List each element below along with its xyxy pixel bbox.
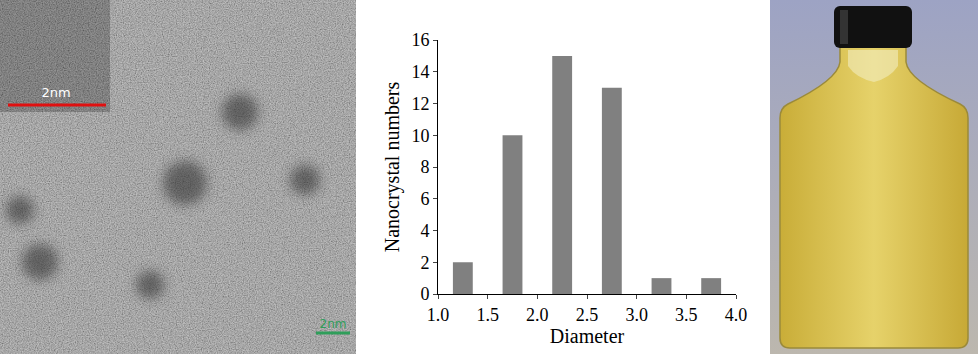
svg-text:2.0: 2.0 bbox=[526, 305, 549, 325]
svg-text:6: 6 bbox=[420, 189, 429, 209]
svg-text:4: 4 bbox=[420, 221, 429, 241]
svg-text:2: 2 bbox=[420, 253, 429, 273]
svg-text:4.0: 4.0 bbox=[725, 305, 748, 325]
svg-text:10: 10 bbox=[411, 126, 429, 146]
svg-text:3.0: 3.0 bbox=[625, 305, 648, 325]
svg-text:16: 16 bbox=[411, 30, 429, 50]
svg-text:Diameter: Diameter bbox=[550, 325, 625, 347]
svg-text:Nanocrystal numbers: Nanocrystal numbers bbox=[381, 82, 404, 253]
svg-text:1.0: 1.0 bbox=[427, 305, 450, 325]
svg-text:2nm: 2nm bbox=[41, 85, 70, 100]
svg-text:14: 14 bbox=[411, 62, 429, 82]
svg-text:0: 0 bbox=[420, 284, 429, 304]
svg-text:3.5: 3.5 bbox=[675, 305, 698, 325]
svg-text:8: 8 bbox=[420, 157, 429, 177]
svg-text:12: 12 bbox=[411, 94, 429, 114]
svg-text:2.5: 2.5 bbox=[576, 305, 599, 325]
svg-text:2nm: 2nm bbox=[320, 317, 347, 331]
svg-text:1.5: 1.5 bbox=[476, 305, 499, 325]
